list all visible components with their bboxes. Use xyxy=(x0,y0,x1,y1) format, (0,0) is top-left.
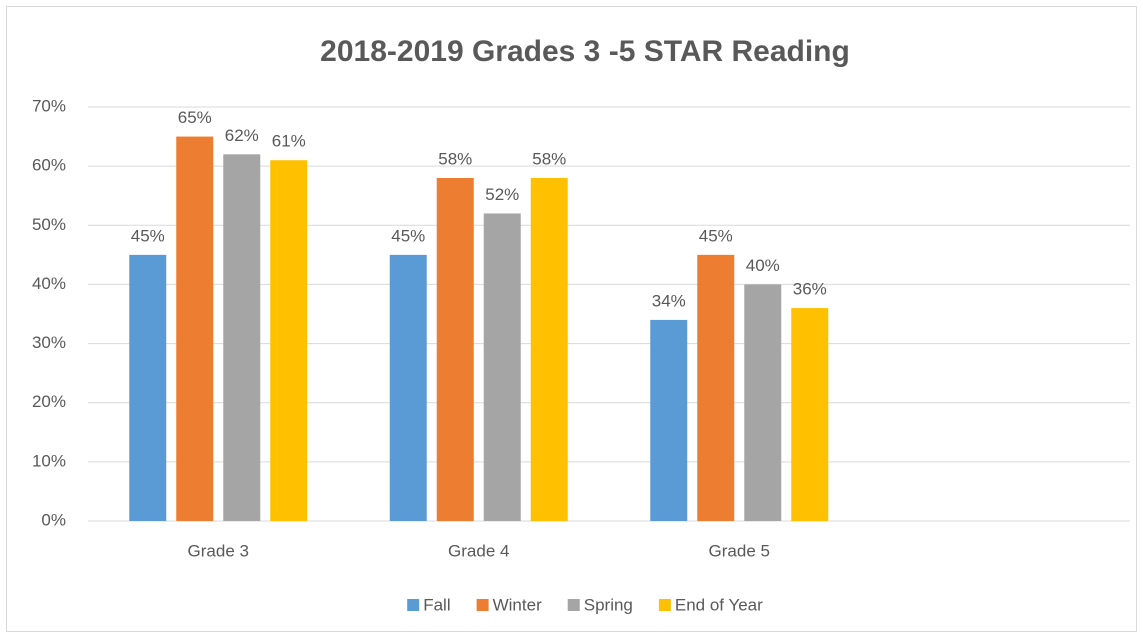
bar xyxy=(389,254,427,521)
y-tick-label: 20% xyxy=(32,392,66,411)
legend-swatch xyxy=(567,599,580,611)
data-label: 65% xyxy=(178,108,212,127)
data-label: 40% xyxy=(746,256,780,275)
data-label: 62% xyxy=(225,126,259,145)
bar xyxy=(270,160,308,521)
legend-swatch xyxy=(476,599,489,611)
data-label: 36% xyxy=(793,280,827,299)
bar xyxy=(436,177,474,521)
bar xyxy=(791,308,829,521)
chart-title: 2018-2019 Grades 3 -5 STAR Reading xyxy=(320,35,850,68)
data-label: 45% xyxy=(699,226,733,245)
y-tick-label: 70% xyxy=(32,96,66,115)
data-label: 45% xyxy=(131,226,165,245)
legend-swatch xyxy=(658,599,671,611)
x-tick-label: Grade 3 xyxy=(188,541,249,560)
bar xyxy=(176,136,214,522)
legend-swatch xyxy=(407,599,420,611)
bar xyxy=(650,319,688,521)
bar xyxy=(697,254,735,521)
bar xyxy=(483,213,521,521)
bar xyxy=(129,254,167,521)
legend-label: Winter xyxy=(493,595,542,614)
data-label: 58% xyxy=(438,149,472,168)
data-label: 58% xyxy=(532,149,566,168)
chart-border xyxy=(6,6,1137,632)
x-tick-label: Grade 4 xyxy=(448,541,509,560)
legend-label: Fall xyxy=(423,595,450,614)
y-tick-label: 60% xyxy=(32,156,66,175)
y-tick-label: 30% xyxy=(32,333,66,352)
y-tick-label: 10% xyxy=(32,451,66,470)
x-tick-label: Grade 5 xyxy=(709,541,770,560)
legend-label: End of Year xyxy=(675,595,763,614)
legend-label: Spring xyxy=(584,595,633,614)
y-tick-label: 0% xyxy=(41,510,66,529)
data-label: 61% xyxy=(272,132,306,151)
bar xyxy=(744,284,782,521)
y-tick-label: 40% xyxy=(32,274,66,293)
data-label: 34% xyxy=(652,291,686,310)
bar xyxy=(530,177,568,521)
data-label: 45% xyxy=(391,226,425,245)
y-tick-label: 50% xyxy=(32,215,66,234)
bar xyxy=(223,154,261,522)
data-label: 52% xyxy=(485,185,519,204)
